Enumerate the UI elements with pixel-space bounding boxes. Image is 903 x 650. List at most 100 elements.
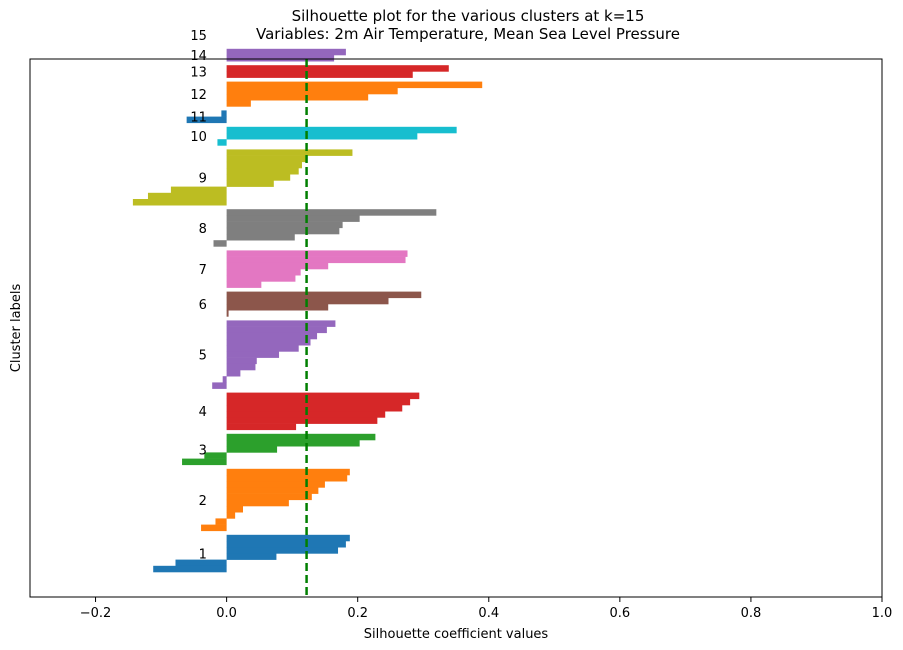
cluster-7-bar-5 xyxy=(226,275,296,282)
cluster-8-bar-5 xyxy=(226,234,295,241)
cluster-14-bar-2 xyxy=(226,55,335,62)
cluster-4-bar-6 xyxy=(226,423,297,431)
cluster-6-bar-3 xyxy=(226,304,329,311)
cluster-10-bar-1 xyxy=(226,126,457,134)
x-axis-ticks: −0.2 0.0 0.2 0.4 0.6 0.8 1.0 xyxy=(80,597,893,621)
cluster-5-bar-10 xyxy=(222,376,227,383)
cluster-1-bar-4 xyxy=(226,553,277,560)
cluster-label-13: 13 xyxy=(190,65,207,80)
cluster-6-bar-4 xyxy=(226,310,229,317)
cluster-9-bar-6 xyxy=(226,180,274,187)
cluster-2-bar-4 xyxy=(226,487,319,494)
cluster-13-bar-1 xyxy=(226,65,449,72)
cluster-5-bar-11 xyxy=(212,382,227,389)
cluster-label-5: 5 xyxy=(199,349,207,364)
cluster-2-bar-1 xyxy=(226,468,350,476)
cluster-5-bar-2 xyxy=(226,326,327,334)
cluster-label-12: 12 xyxy=(190,88,207,103)
x-tick-label: 0.8 xyxy=(741,606,762,621)
cluster-9-bar-9 xyxy=(132,199,227,206)
cluster-4-bar-2 xyxy=(226,398,411,406)
cluster-label-9: 9 xyxy=(199,171,207,186)
cluster-3-bar-3 xyxy=(226,446,278,453)
cluster-3-bar-1 xyxy=(226,433,376,441)
cluster-12-bar-3 xyxy=(226,94,369,101)
cluster-2-bar-3 xyxy=(226,481,325,488)
cluster-2-bar-6 xyxy=(226,499,289,507)
cluster-5-bar-6 xyxy=(226,351,280,358)
cluster-12-bar-2 xyxy=(226,87,398,95)
cluster-8-bar-3 xyxy=(226,221,343,229)
cluster-9-bar-2 xyxy=(226,155,307,163)
cluster-1-bar-5 xyxy=(175,559,227,567)
cluster-7-bar-3 xyxy=(226,262,329,270)
cluster-3-bar-5 xyxy=(182,458,227,466)
cluster-8-bar-6 xyxy=(213,240,227,247)
cluster-label-7: 7 xyxy=(199,263,207,278)
cluster-label-14: 14 xyxy=(190,49,207,64)
cluster-6-bar-1 xyxy=(226,291,422,299)
cluster-5-bar-9 xyxy=(226,370,241,377)
cluster-5-bar-4 xyxy=(226,339,311,346)
cluster-8-bar-4 xyxy=(226,227,340,235)
cluster-7-bar-6 xyxy=(226,281,262,288)
cluster-2-bar-7 xyxy=(226,506,243,513)
cluster-10-bar-3 xyxy=(217,139,227,146)
cluster-1-bar-2 xyxy=(226,541,346,548)
x-tick-label: 0.0 xyxy=(216,606,237,621)
cluster-2-bar-9 xyxy=(215,518,227,525)
chart-title-line1: Silhouette plot for the various clusters… xyxy=(292,7,645,25)
cluster-9-bar-8 xyxy=(147,192,227,200)
silhouette-bars xyxy=(132,48,483,573)
cluster-1-bar-1 xyxy=(226,534,350,542)
cluster-9-bar-7 xyxy=(170,186,227,194)
x-tick-label: 1.0 xyxy=(872,606,893,621)
y-axis-label: Cluster labels xyxy=(9,284,24,373)
cluster-5-bar-3 xyxy=(226,332,318,340)
x-axis-label: Silhouette coefficient values xyxy=(364,627,549,642)
cluster-7-bar-1 xyxy=(226,250,408,257)
cluster-12-bar-4 xyxy=(226,100,251,107)
cluster-3-bar-2 xyxy=(226,440,360,447)
cluster-label-15: 15 xyxy=(190,29,207,44)
cluster-1-bar-6 xyxy=(153,565,227,573)
cluster-14-bar-1 xyxy=(226,48,346,56)
cluster-9-bar-5 xyxy=(226,174,291,181)
cluster-8-bar-1 xyxy=(226,209,437,216)
cluster-4-bar-3 xyxy=(226,405,403,412)
cluster-9-bar-1 xyxy=(226,149,353,156)
cluster-5-bar-8 xyxy=(226,363,256,371)
cluster-label-2: 2 xyxy=(199,494,207,509)
x-tick-label: 0.2 xyxy=(347,606,368,621)
cluster-11-bar-1 xyxy=(221,110,227,117)
chart-title-line2: Variables: 2m Air Temperature, Mean Sea … xyxy=(256,25,680,43)
x-tick-label: 0.4 xyxy=(478,606,499,621)
cluster-9-bar-3 xyxy=(226,161,302,169)
cluster-label-4: 4 xyxy=(199,405,207,420)
cluster-11-bar-2 xyxy=(186,116,227,124)
cluster-9-bar-4 xyxy=(226,168,299,175)
cluster-label-3: 3 xyxy=(199,443,207,458)
cluster-5-bar-5 xyxy=(226,345,299,352)
x-tick-label: 0.6 xyxy=(610,606,631,621)
cluster-label-6: 6 xyxy=(199,298,207,313)
x-tick-label: −0.2 xyxy=(80,606,112,621)
cluster-1-bar-3 xyxy=(226,547,339,554)
plot-frame xyxy=(29,58,883,598)
cluster-2-bar-2 xyxy=(226,475,348,482)
cluster-2-bar-5 xyxy=(226,493,312,501)
cluster-7-bar-2 xyxy=(226,256,406,264)
cluster-label-10: 10 xyxy=(190,130,207,145)
cluster-5-bar-1 xyxy=(226,320,336,327)
cluster-7-bar-4 xyxy=(226,269,301,276)
cluster-13-bar-2 xyxy=(226,71,413,78)
cluster-8-bar-2 xyxy=(226,215,360,222)
cluster-4-bar-5 xyxy=(226,417,378,424)
cluster-5-bar-7 xyxy=(226,357,257,365)
cluster-label-11: 11 xyxy=(190,111,207,126)
cluster-label-1: 1 xyxy=(199,547,207,562)
cluster-4-bar-1 xyxy=(226,392,420,400)
cluster-10-bar-2 xyxy=(226,133,418,140)
